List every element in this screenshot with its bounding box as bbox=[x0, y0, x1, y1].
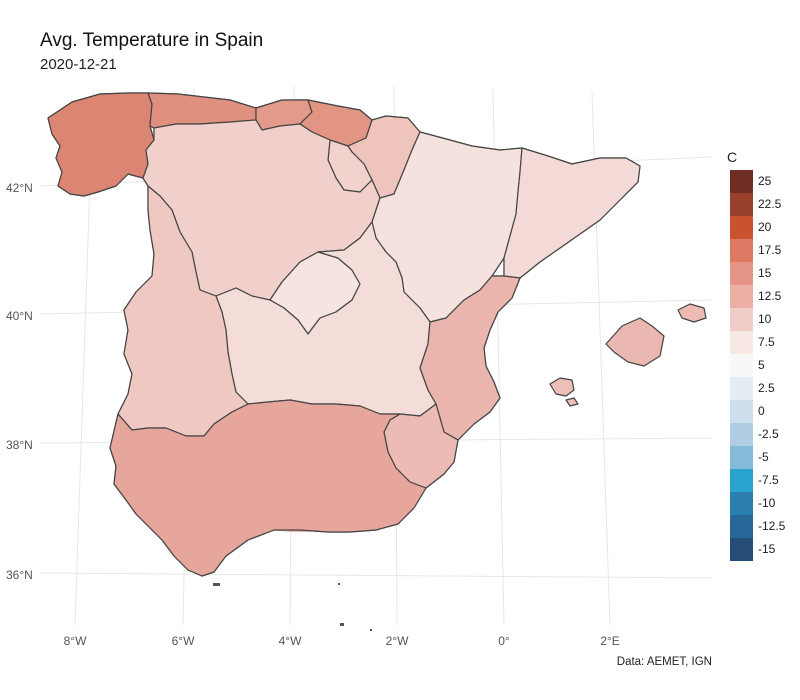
legend-label: 12.5 bbox=[758, 289, 782, 303]
y-tick-36n: 36°N bbox=[6, 568, 33, 582]
legend-label: -5 bbox=[758, 450, 769, 464]
chart-subtitle: 2020-12-21 bbox=[40, 56, 117, 73]
legend-label: 0 bbox=[758, 404, 765, 418]
legend-label: 10 bbox=[758, 312, 772, 326]
legend-label: 5 bbox=[758, 358, 765, 372]
balearic-islands bbox=[549, 303, 707, 407]
legend-label: -2.5 bbox=[758, 427, 779, 441]
legend-swatch bbox=[730, 262, 753, 285]
legend-swatch bbox=[730, 239, 753, 262]
y-tick-42n: 42°N bbox=[6, 181, 33, 195]
minor-islands bbox=[213, 583, 372, 631]
legend-label: 22.5 bbox=[758, 197, 782, 211]
gridline-36n bbox=[39, 572, 713, 579]
legend-swatch bbox=[730, 469, 753, 492]
legend-swatch bbox=[730, 193, 753, 216]
x-tick-0: 0° bbox=[498, 634, 510, 648]
legend-label: -7.5 bbox=[758, 473, 779, 487]
legend-swatch bbox=[730, 170, 753, 193]
x-tick-4w: 4°W bbox=[279, 634, 302, 648]
legend-swatch bbox=[730, 331, 753, 354]
axis-labels: 42°N 40°N 38°N 36°N 8°W 6°W 4°W 2°W 0° 2… bbox=[6, 181, 620, 648]
legend-swatch bbox=[730, 492, 753, 515]
legend-swatch bbox=[730, 377, 753, 400]
legend-title: C bbox=[727, 149, 738, 165]
island-menorca bbox=[677, 303, 707, 323]
island-ibiza bbox=[549, 377, 575, 397]
island-formentera bbox=[565, 397, 579, 407]
x-tick-2w: 2°W bbox=[386, 634, 409, 648]
x-tick-6w: 6°W bbox=[172, 634, 195, 648]
legend-swatch bbox=[730, 446, 753, 469]
caption: Data: AEMET, IGN bbox=[616, 656, 712, 668]
x-tick-2e: 2°E bbox=[600, 634, 619, 648]
y-tick-38n: 38°N bbox=[6, 438, 33, 452]
legend-swatch bbox=[730, 423, 753, 446]
legend-label: 25 bbox=[758, 174, 772, 188]
y-tick-40n: 40°N bbox=[6, 309, 33, 323]
legend-label: -12.5 bbox=[758, 519, 786, 533]
region-borders bbox=[47, 92, 641, 577]
legend-swatch bbox=[730, 400, 753, 423]
legend-swatch bbox=[730, 216, 753, 239]
island-mallorca bbox=[605, 317, 665, 367]
legend-swatch bbox=[730, 538, 753, 561]
chart-title: Avg. Temperature in Spain bbox=[40, 30, 264, 51]
legend-swatch bbox=[730, 285, 753, 308]
legend-label: 15 bbox=[758, 266, 772, 280]
legend-swatch bbox=[730, 308, 753, 331]
legend-swatch bbox=[730, 515, 753, 538]
x-tick-8w: 8°W bbox=[64, 634, 87, 648]
legend-label: 7.5 bbox=[758, 335, 775, 349]
legend-label: 17.5 bbox=[758, 243, 782, 257]
legend-label: 2.5 bbox=[758, 381, 775, 395]
legend-label: 20 bbox=[758, 220, 772, 234]
legend-label: -10 bbox=[758, 496, 776, 510]
legend-swatch bbox=[730, 354, 753, 377]
legend-label: -15 bbox=[758, 542, 776, 556]
